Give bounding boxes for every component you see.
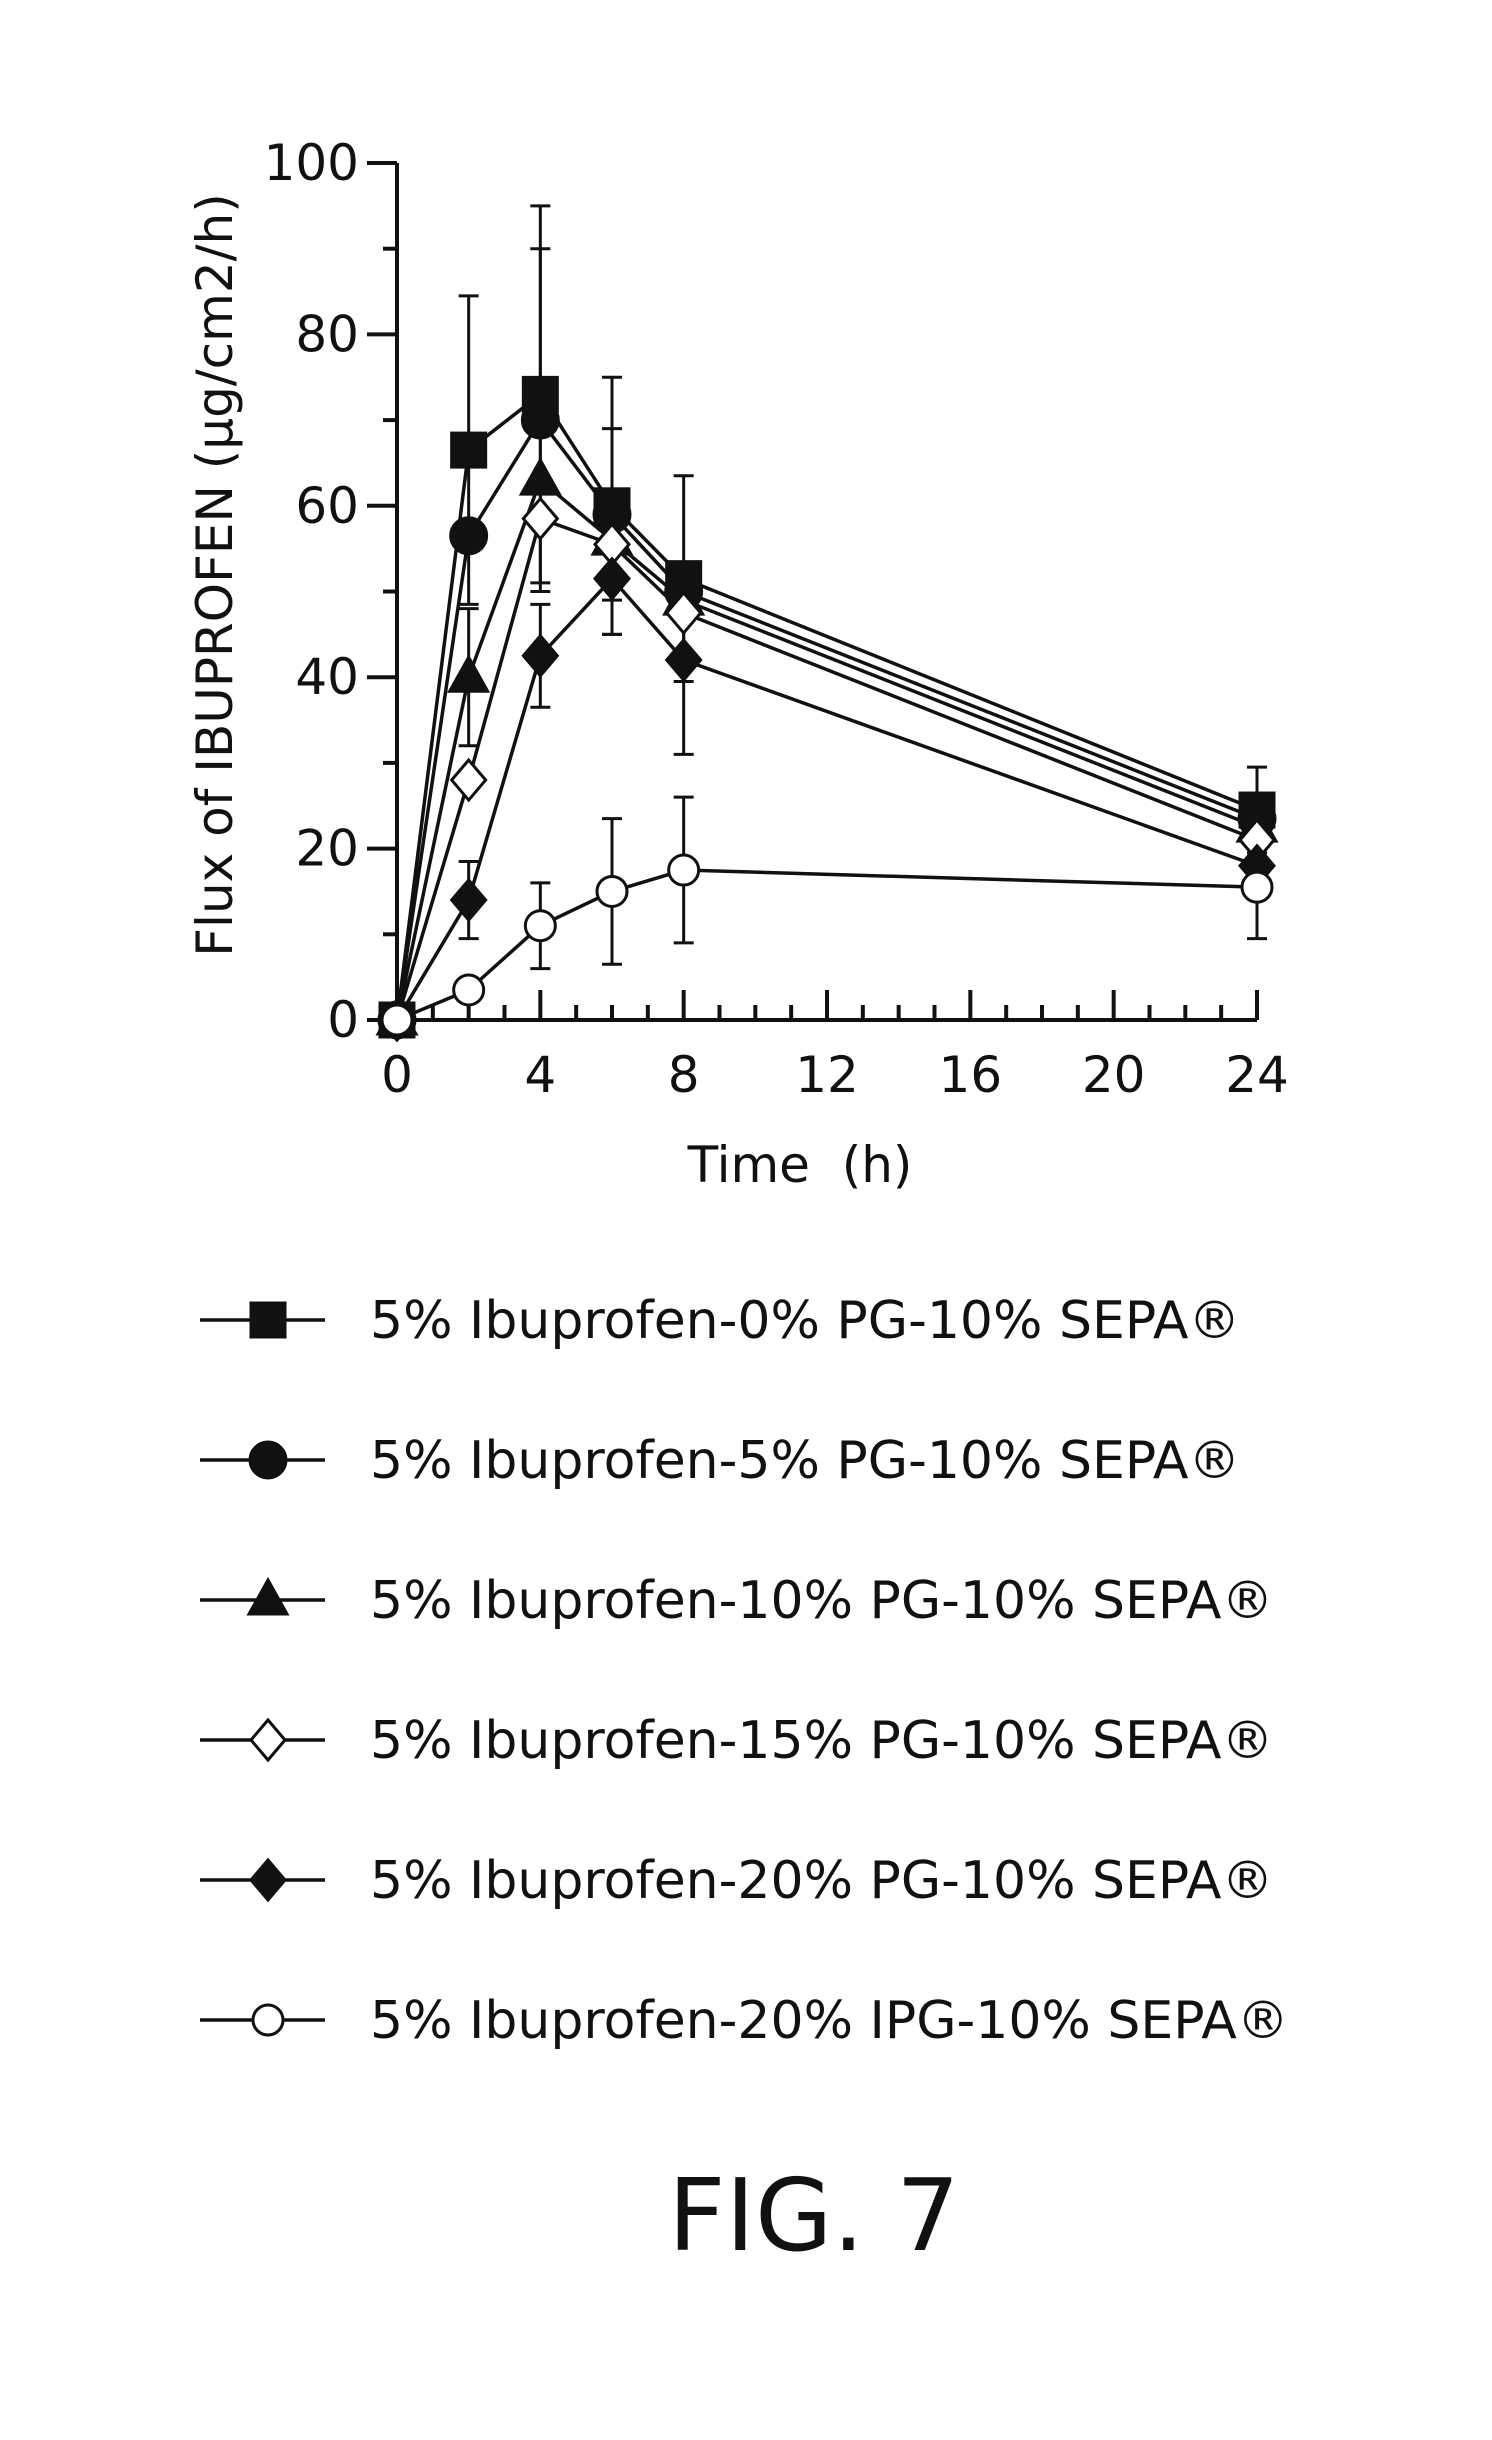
legend-label: 5% Ibuprofen-20% PG-10% SEPA® — [370, 1851, 1274, 1911]
legend-label: 5% Ibuprofen-20% IPG-10% SEPA® — [370, 1991, 1289, 2051]
data-point — [667, 853, 701, 887]
legend-marker — [249, 1857, 287, 1903]
data-point — [521, 633, 560, 679]
x-axis-title: Time (h) — [687, 1136, 913, 1194]
data-point — [452, 973, 486, 1007]
legend-marker — [246, 1576, 290, 1616]
legend-marker — [249, 1717, 287, 1763]
y-tick-label: 100 — [264, 134, 359, 192]
data-point — [664, 590, 703, 636]
x-tick-label: 0 — [381, 1046, 413, 1104]
x-tick-label: 16 — [939, 1046, 1003, 1104]
legend-label: 5% Ibuprofen-10% PG-10% SEPA® — [370, 1571, 1274, 1631]
data-point — [518, 457, 562, 496]
y-tick-label: 80 — [295, 305, 359, 363]
legend-marker — [251, 2003, 285, 2037]
data-point — [664, 637, 703, 683]
series-lines — [395, 391, 1258, 1022]
series-line-3 — [395, 516, 1258, 1021]
data-point — [380, 1003, 414, 1037]
data-point — [449, 516, 489, 556]
data-point — [521, 496, 560, 541]
axes: 0 20 40 60 80 100 0 4 8 12 16 20 24 — [264, 134, 1289, 1104]
x-tick-label: 4 — [524, 1046, 556, 1104]
legend-label: 5% Ibuprofen-5% PG-10% SEPA® — [370, 1431, 1240, 1491]
data-point — [593, 556, 631, 601]
data-point — [450, 431, 488, 469]
series-markers — [375, 375, 1279, 1043]
x-tick-label: 12 — [795, 1046, 859, 1104]
series-line-1 — [395, 417, 1258, 1021]
error-bars — [458, 204, 1267, 971]
legend-label: 5% Ibuprofen-15% PG-10% SEPA® — [370, 1711, 1274, 1771]
data-point — [447, 654, 491, 693]
data-point — [520, 400, 560, 440]
y-tick-label: 60 — [295, 477, 359, 535]
x-tick-label: 8 — [668, 1046, 700, 1104]
legend-marker — [248, 1440, 288, 1480]
legend-marker — [249, 1301, 287, 1339]
data-point — [523, 909, 557, 943]
x-tick-label: 20 — [1082, 1046, 1146, 1104]
figure-label: FIG. 7 — [668, 2157, 960, 2274]
data-point — [449, 877, 488, 923]
y-tick-label: 0 — [327, 991, 359, 1049]
y-tick-label: 20 — [295, 820, 359, 878]
legend: 5% Ibuprofen-0% PG-10% SEPA® 5% Ibuprofen… — [200, 1291, 1289, 2051]
x-tick-label: 24 — [1225, 1046, 1289, 1104]
series-line-4 — [395, 576, 1258, 1021]
y-tick-label: 40 — [295, 648, 359, 706]
series-line-2 — [395, 477, 1258, 1021]
legend-label: 5% Ibuprofen-0% PG-10% SEPA® — [370, 1291, 1240, 1351]
y-axis-title: Flux of IBUPROFEN (µg/cm2/h) — [186, 193, 244, 956]
data-point — [595, 874, 629, 908]
data-point — [1240, 870, 1274, 904]
data-point — [449, 757, 488, 803]
